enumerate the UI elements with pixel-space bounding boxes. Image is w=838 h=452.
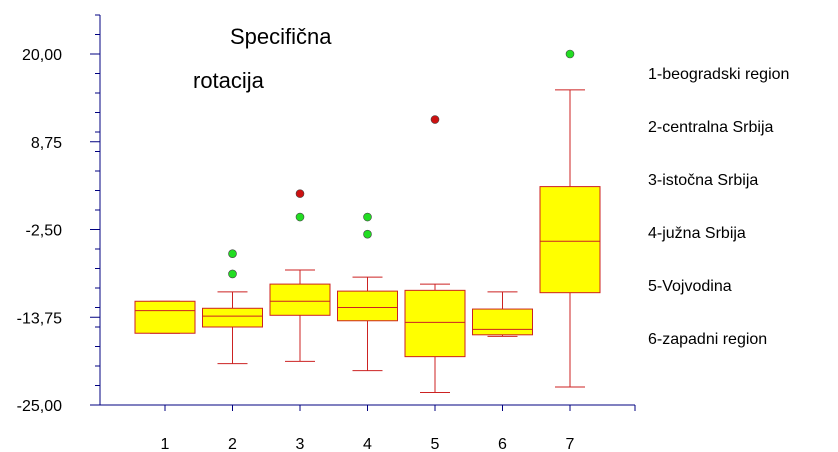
legend-item: 4-južna Srbija [648, 225, 746, 242]
outlier-point [295, 212, 305, 222]
outlier-point [565, 49, 575, 59]
chart-title-line-2: rotacija [193, 68, 264, 93]
box-iqr [337, 290, 398, 322]
box-category-6 [472, 291, 533, 337]
y-tick-label: 20,00 [22, 47, 62, 64]
box-category-4 [337, 212, 398, 372]
y-tick-label: -13,75 [17, 310, 62, 327]
box-category-7 [539, 49, 601, 388]
y-tick-label: -25,00 [17, 398, 62, 415]
box-iqr [539, 186, 601, 294]
outlier-point [363, 212, 372, 222]
outlier-point [295, 189, 305, 198]
y-tick-label: 8,75 [31, 135, 62, 152]
axes [90, 14, 636, 411]
box-iqr [472, 308, 533, 336]
outlier-point [430, 115, 440, 124]
box-category-2 [202, 249, 263, 365]
box-category-5 [404, 115, 466, 394]
box-iqr [269, 283, 331, 316]
outlier-point [228, 249, 237, 258]
chart-title-line-1: Specifična [230, 24, 332, 49]
x-tick-label: 7 [566, 436, 575, 452]
x-tick-label: 4 [363, 436, 372, 452]
box-iqr [202, 307, 263, 328]
outlier-point [363, 229, 372, 239]
legend-item: 3-istočna Srbija [648, 172, 759, 189]
box-iqr [404, 289, 466, 358]
x-tick-label: 1 [161, 436, 170, 452]
box-category-1 [134, 300, 196, 334]
outlier-point [228, 269, 237, 279]
box-category-3 [269, 189, 331, 362]
y-tick-label: -2,50 [26, 223, 63, 240]
x-tick-label: 5 [431, 436, 440, 452]
x-tick-label: 3 [296, 436, 305, 452]
legend: 1-beogradski region 2-centralna Srbija 3… [648, 66, 789, 384]
boxes [134, 49, 601, 394]
legend-item: 2-centralna Srbija [648, 119, 774, 136]
legend-item: 1-beogradski region [648, 66, 790, 83]
box-iqr [134, 300, 196, 334]
x-tick-label: 2 [228, 436, 237, 452]
legend-item: 6-zapadni region [648, 331, 768, 348]
tick-labels: 20,00 8,75 -2,50 -13,75 -25,00 1 2 3 4 5 6 7 [17, 47, 575, 452]
x-tick-label: 6 [498, 436, 507, 452]
legend-item: 5-Vojvodina [648, 278, 732, 295]
